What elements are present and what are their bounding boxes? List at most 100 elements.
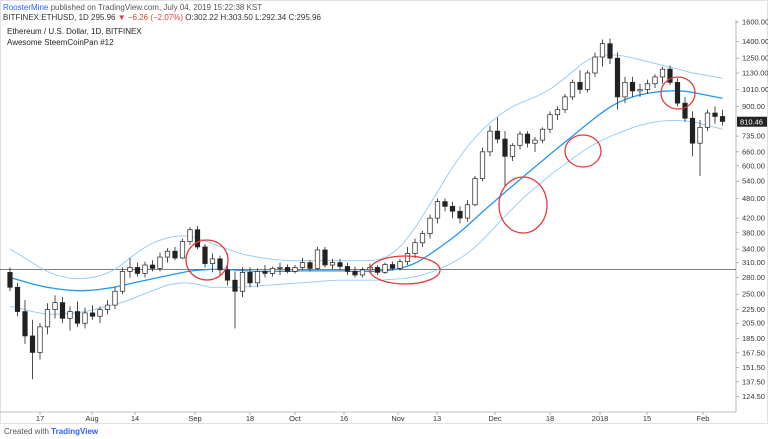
candle-down (374, 267, 381, 273)
candle (202, 243, 208, 268)
candle (67, 306, 73, 331)
price-tick-label: 167.50 (742, 348, 765, 357)
candle-down (524, 133, 531, 144)
candle-up (569, 82, 576, 98)
price-tick-label: 280.00 (742, 273, 765, 282)
candle-up (127, 267, 133, 272)
candle-up (472, 178, 478, 206)
annotation-circle-late-dec (564, 134, 602, 168)
candle-down (217, 258, 223, 271)
candle (329, 258, 336, 270)
candle-up (269, 268, 276, 274)
candle (532, 137, 538, 152)
candle-up (119, 271, 126, 292)
candle-down (629, 82, 636, 92)
candle-down (442, 201, 448, 207)
candle (262, 264, 268, 278)
candle-up (427, 217, 433, 234)
candle (269, 266, 276, 277)
price-tick-label: 1250.00 (742, 54, 768, 63)
ohlc-values: O:302.22 H:303.50 L:292.34 C:295.96 (185, 13, 321, 22)
candle (134, 262, 141, 277)
candle (52, 295, 58, 319)
candle-down (337, 262, 343, 267)
candle (599, 39, 606, 67)
candle (697, 120, 703, 176)
last-price-label: 810.46 (740, 118, 763, 127)
time-tick-label: Sep (188, 414, 201, 423)
candle-down (74, 311, 81, 324)
price-tick-label: 225.00 (742, 305, 765, 314)
published-text: published on TradingView.com, July 04, 2… (50, 3, 263, 12)
price-axis[interactable]: 1600.00 1400.00 1250.00 1130.00 1010.00 900.0… (736, 18, 768, 401)
time-tick-label: Oct (289, 414, 302, 423)
plot-area (0, 0, 768, 424)
candle (284, 264, 291, 274)
candle-up (82, 312, 88, 324)
price-tick-label: 310.00 (742, 258, 765, 267)
price-tick-label: 205.00 (742, 319, 765, 328)
candle-up (209, 258, 216, 264)
candle-down (232, 279, 238, 292)
candle-down (262, 271, 268, 274)
candle-up (112, 290, 118, 306)
candle (322, 246, 328, 268)
price-tick-label: 600.00 (742, 161, 765, 170)
candle (494, 117, 501, 144)
candle-down (307, 262, 313, 269)
time-tick-label: 14 (131, 414, 139, 423)
candle (59, 297, 66, 324)
candle (479, 147, 486, 182)
candle-up (509, 144, 516, 157)
candle-up (479, 151, 486, 179)
candle-up (104, 304, 111, 310)
indicator-name: Awesome SteemCoinPan #12 (7, 38, 114, 47)
candle (89, 305, 96, 320)
candle (412, 238, 418, 258)
candle (509, 143, 516, 161)
author-link[interactable]: RoosterMine (3, 3, 49, 12)
candle-up (644, 83, 651, 90)
candle (157, 252, 163, 272)
time-tick-label: 16 (340, 414, 348, 423)
candle-down (667, 68, 673, 83)
last-price: 295.96 (91, 13, 116, 22)
price-tick-label: 185.00 (742, 334, 765, 343)
candle-down (7, 272, 13, 288)
candle (562, 93, 568, 114)
candle-up (179, 241, 186, 259)
time-tick-label: 17 (36, 414, 44, 423)
candle (554, 106, 561, 121)
candle-down (689, 117, 696, 144)
annotation-circle-jan (660, 76, 696, 110)
time-axis[interactable]: 17 Aug 14 Sep 18 Oct 16 Nov 13 Dec 18 2018 15 Feb (36, 412, 710, 423)
candle-down (202, 246, 208, 264)
candle-down (89, 312, 96, 317)
candle-down (22, 311, 28, 337)
candle-up (277, 267, 283, 269)
candle-up (554, 109, 561, 116)
candle (712, 106, 718, 124)
candle (179, 238, 186, 259)
candle (7, 267, 13, 292)
candle (389, 261, 396, 271)
candle (314, 246, 321, 270)
time-tick-label: 18 (546, 414, 554, 423)
candle (607, 38, 613, 65)
time-tick-label: 18 (246, 414, 254, 423)
candle (682, 96, 688, 122)
tradingview-logo[interactable]: TradingView (51, 427, 99, 436)
candle (382, 262, 388, 274)
candle (659, 66, 666, 84)
candle-up (697, 126, 703, 144)
price-tick-label: 137.50 (742, 377, 765, 386)
candle (434, 198, 441, 224)
candle-down (344, 266, 351, 272)
candle (104, 300, 111, 315)
candle-down (149, 264, 156, 269)
publish-info: RoosterMine published on TradingView.com… (3, 2, 262, 13)
candle (502, 131, 508, 187)
candle (172, 246, 178, 261)
candle-up (164, 250, 171, 258)
